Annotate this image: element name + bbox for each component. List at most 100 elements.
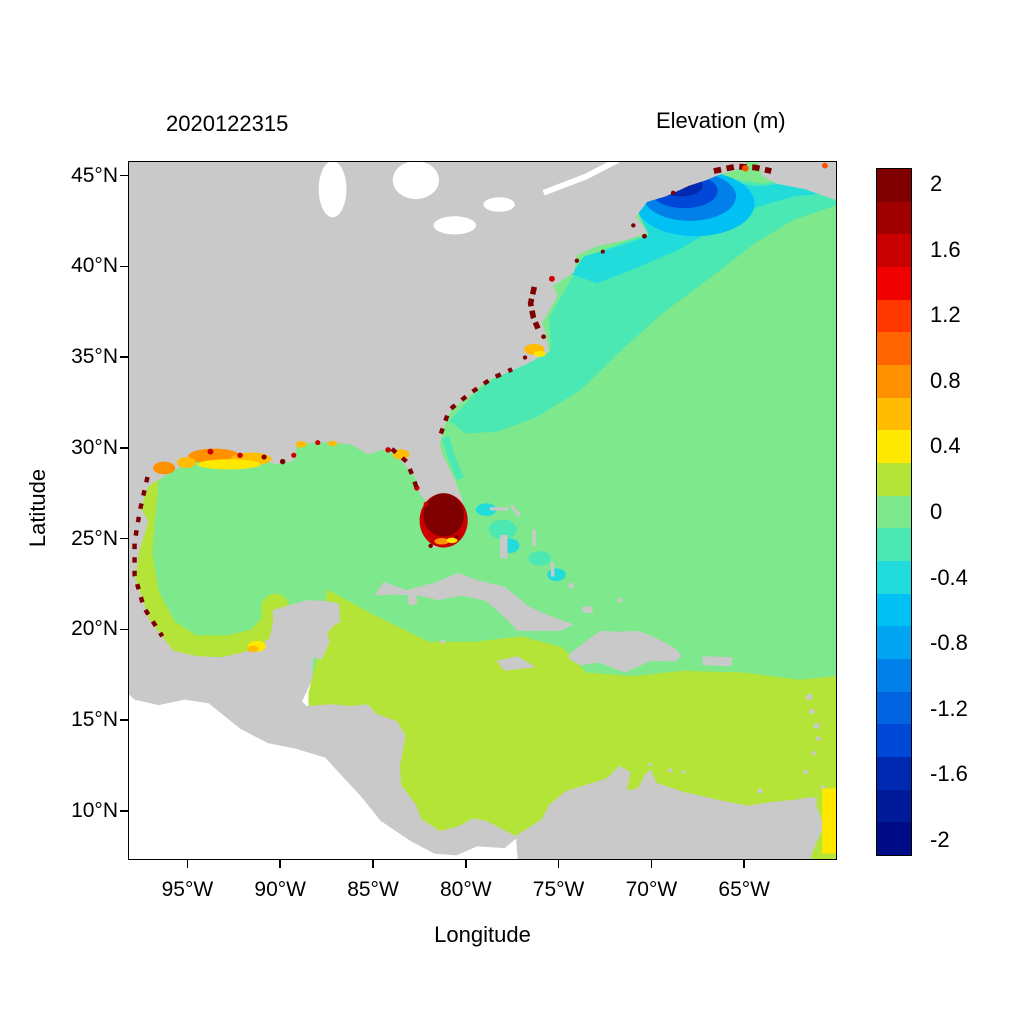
eleuthera-island [532,529,536,546]
maine-coast-red [670,190,676,195]
colorbar-tick-label: 0.4 [930,433,961,459]
colorbar-segment [877,691,911,725]
margarita-island [757,788,763,794]
colorbar-segment [877,789,911,823]
colorbar-segment [877,593,911,627]
south-america-land [515,765,824,859]
colorbar-segment [877,201,911,235]
st-vincent-island [811,750,817,756]
keys-speck-1 [454,534,459,539]
mississippi-sound-amber [295,441,307,448]
long-island-red [600,249,605,254]
y-tick-label: 10°N [71,798,118,822]
apalachicola-red [385,447,391,453]
y-tick-label: 25°N [71,526,118,550]
y-tick-mark [120,719,128,721]
st-lawrence-river [542,162,619,196]
grand-cayman-island [440,639,445,644]
colorbar-segment [877,267,911,300]
georgia-carolina-coast-speckles [438,367,514,435]
colorbar-segment [877,169,911,202]
x-tick-mark [557,860,560,868]
aruba-island [648,763,652,767]
colorbar-segment [877,332,911,366]
y-tick-mark [120,265,128,268]
delaware-red-spot [548,275,555,282]
colorbar-segment [877,365,911,398]
hatteras-red-2 [522,355,528,360]
colorbar-tick-label: -0.8 [930,630,968,656]
x-tick-label: 90°W [254,878,306,901]
trinidad-island [806,797,817,809]
gulf-coast-red-1 [207,448,214,455]
x-axis-label: Longitude [434,922,531,947]
colorbar-segment [877,397,911,431]
mexico-texas-coast-speckles [132,476,165,638]
andros-island [500,534,508,559]
turks-island [616,597,623,603]
pamlico-yellow-spot [533,351,546,357]
bonaire-island [681,770,686,774]
louisiana-shelf-yellow [197,459,261,470]
x-tick-mark [186,860,189,868]
fundy-orange-spot [741,165,749,172]
boston-red [631,223,636,228]
colorbar-tick-label: -1.6 [930,761,968,787]
colorbar-tick-label: 1.2 [930,302,961,328]
grand-bahama-island [489,507,509,511]
acklins-island [568,582,575,589]
colorbar [876,168,912,856]
charlotte-harbor-red [423,501,429,507]
big-bend-coast-speckles [390,447,420,493]
x-tick-mark [279,860,281,868]
bahamas-bank-patch-4 [528,551,551,566]
lake-erie [433,216,477,235]
grenada-island [803,769,808,775]
y-tick-label: 15°N [71,708,118,732]
florida-surge-core [423,493,464,537]
y-tick-mark [120,356,128,358]
bahamas-bank-patch-5 [547,568,566,582]
x-tick-label: 85°W [347,878,399,901]
timestamp-title: 2020122315 [166,111,289,136]
gulf-coast-red-3 [261,454,267,460]
guadeloupe-island [805,693,813,701]
campeche-amber-spot [247,645,259,653]
ns-corner-red-spot [821,162,828,169]
lake-michigan [318,162,347,218]
curacao-island [668,768,673,773]
colorbar-segment [877,463,911,496]
cozumel-island [335,618,341,624]
florida-east-coast-teal-strip [441,436,464,481]
y-tick-mark [120,810,128,812]
colorbar-tick-label: 0.8 [930,367,961,393]
chesapeake-surge-speckles [527,286,541,330]
lake-huron [392,162,439,200]
nj-coast-red [574,258,580,263]
y-tick-mark [120,537,128,540]
florida-bay-yellow-spot [446,537,458,544]
florida-bay-orange-spot [434,538,450,545]
x-tick-label: 80°W [439,878,492,901]
jamaica-island [496,656,537,671]
orinoco-right-edge-yellow-strip [822,788,836,854]
colorbar-tick-label: -1.2 [930,695,968,721]
y-tick-label: 30°N [71,435,118,459]
colorbar-tick-label: -0.4 [930,564,968,590]
y-tick-label: 40°N [71,254,118,278]
x-tick-label: 65°W [718,878,770,901]
hatteras-red-1 [541,334,546,340]
x-tick-label: 75°W [532,878,585,901]
bahamas-bank-patch-1 [476,503,497,516]
colorbar-tick-label: 0 [930,499,943,524]
map-plot-area [128,161,837,860]
x-tick-mark [372,860,374,868]
y-tick-mark [120,447,128,449]
abaco-island [510,504,522,517]
dominica-island [809,708,815,715]
gulf-coast-red-5 [291,452,297,458]
y-tick-label: 35°N [71,345,118,369]
cuba-island [374,572,575,631]
bahamas-bank-patch-2 [488,519,517,540]
